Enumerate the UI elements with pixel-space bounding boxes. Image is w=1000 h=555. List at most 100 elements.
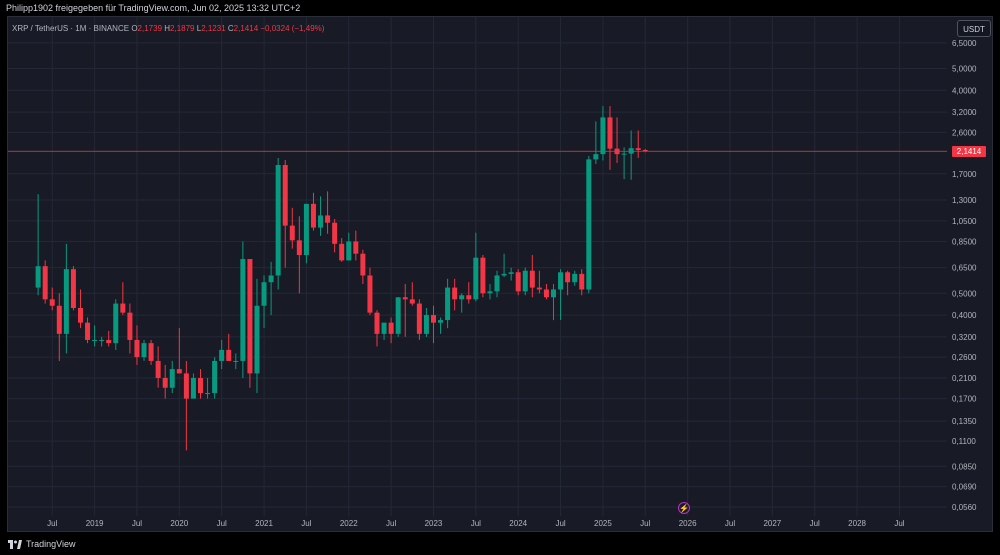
candle: [212, 357, 218, 399]
candle: [275, 157, 281, 290]
candle: [310, 192, 316, 231]
candle-body: [162, 377, 168, 388]
candle-body: [459, 295, 465, 300]
candle: [332, 219, 338, 253]
candle: [522, 267, 528, 296]
flash-icon[interactable]: ⚡: [678, 502, 690, 514]
candle-body: [635, 148, 641, 150]
price-tick-label: 0,0690: [952, 483, 977, 492]
candle-body: [508, 272, 514, 274]
candle-body: [56, 305, 62, 334]
candle: [148, 339, 154, 365]
candle-body: [233, 360, 239, 362]
candle-body: [487, 291, 493, 294]
price-tick-label: 1,0500: [952, 217, 977, 226]
time-tick-label: Jul: [555, 519, 565, 528]
time-tick-label: 2020: [170, 519, 188, 528]
candle: [480, 255, 486, 298]
time-tick-label: Jul: [47, 519, 57, 528]
candle: [92, 325, 98, 347]
candle: [325, 191, 331, 234]
candle-body: [402, 297, 408, 300]
symbol-title[interactable]: XRP / TetherUS · 1M · BINANCE: [12, 24, 130, 33]
candle-body: [148, 343, 154, 361]
candle-body: [120, 303, 126, 313]
candle-body: [494, 275, 500, 292]
price-tick-label: 0,8500: [952, 237, 977, 246]
price-tick-label: 0,4000: [952, 311, 977, 320]
candle-body: [480, 257, 486, 294]
candle: [367, 267, 373, 316]
candle: [565, 270, 571, 296]
candle-body: [565, 272, 571, 283]
candle-body: [49, 299, 55, 306]
price-tick-label: 0,1700: [952, 395, 977, 404]
candle-body: [381, 322, 387, 334]
currency-button[interactable]: USDT: [957, 20, 991, 37]
candle: [473, 232, 479, 302]
candle-body: [586, 159, 592, 290]
candle: [360, 249, 366, 284]
last-price-label: 2,1414: [952, 145, 986, 157]
time-axis[interactable]: Jul 2019 Jul 2020 Jul 2021 Jul 2022 Jul 2023 Jul 20…: [47, 519, 905, 528]
price-axis[interactable]: 6,5000 5,0000 4,0000 3,2000 2,6000 1,7000 1,30…: [952, 39, 977, 512]
time-tick-label: 2025: [594, 519, 612, 528]
candle: [318, 196, 324, 236]
price-tick-label: 0,1100: [952, 437, 976, 446]
price-tick-label: 0,2600: [952, 353, 977, 362]
candle-body: [522, 270, 528, 292]
candle: [219, 339, 225, 370]
candle: [198, 369, 203, 399]
candle: [77, 289, 83, 329]
candle: [515, 269, 521, 296]
candle: [303, 203, 309, 264]
candle: [586, 156, 592, 294]
candle-body: [438, 320, 444, 323]
candle-body: [558, 272, 564, 290]
candle-body: [141, 343, 147, 358]
time-tick-label: Jul: [386, 519, 396, 528]
candle-body: [543, 289, 549, 298]
candle: [593, 121, 599, 164]
candle: [607, 106, 613, 170]
close-value: 2,1414: [233, 24, 259, 33]
candle: [70, 266, 76, 311]
time-tick-label: 2022: [340, 519, 358, 528]
candle-body: [452, 287, 458, 300]
price-tick-label: 1,7000: [952, 170, 977, 179]
price-tick-label: 3,2000: [952, 108, 977, 117]
candle-body: [621, 153, 627, 155]
candle: [282, 159, 288, 268]
high-value: 2,1879: [170, 24, 195, 33]
candle: [395, 297, 401, 337]
open-label: O: [131, 24, 138, 33]
candle: [628, 130, 634, 180]
candle-body: [176, 369, 182, 374]
time-tick-label: 2028: [848, 519, 866, 528]
candle-body: [332, 222, 338, 244]
price-tick-label: 0,1350: [952, 417, 977, 426]
candles-group: [35, 106, 648, 451]
tradingview-logo-icon: [8, 539, 22, 549]
candle: [346, 232, 352, 261]
candle-body: [310, 203, 316, 228]
candle: [155, 346, 161, 388]
candle-body: [642, 149, 648, 152]
time-tick-label: Jul: [301, 519, 311, 528]
price-tick-label: 6,5000: [952, 39, 977, 48]
candle-body: [614, 148, 620, 155]
tradingview-brand: TradingView: [26, 539, 76, 549]
candle: [113, 299, 119, 350]
candle: [339, 238, 345, 262]
candle: [430, 305, 436, 344]
candle: [579, 269, 585, 296]
candle-body: [303, 203, 309, 256]
candle: [438, 317, 444, 334]
symbol-legend: XRP / TetherUS · 1M · BINANCE O2,1739 H2…: [12, 24, 324, 33]
candle-body: [395, 297, 401, 334]
price-tick-label: 4,0000: [952, 86, 977, 95]
candle: [176, 328, 182, 374]
candle-body: [318, 215, 324, 228]
tradingview-logo[interactable]: TradingView: [8, 539, 76, 549]
